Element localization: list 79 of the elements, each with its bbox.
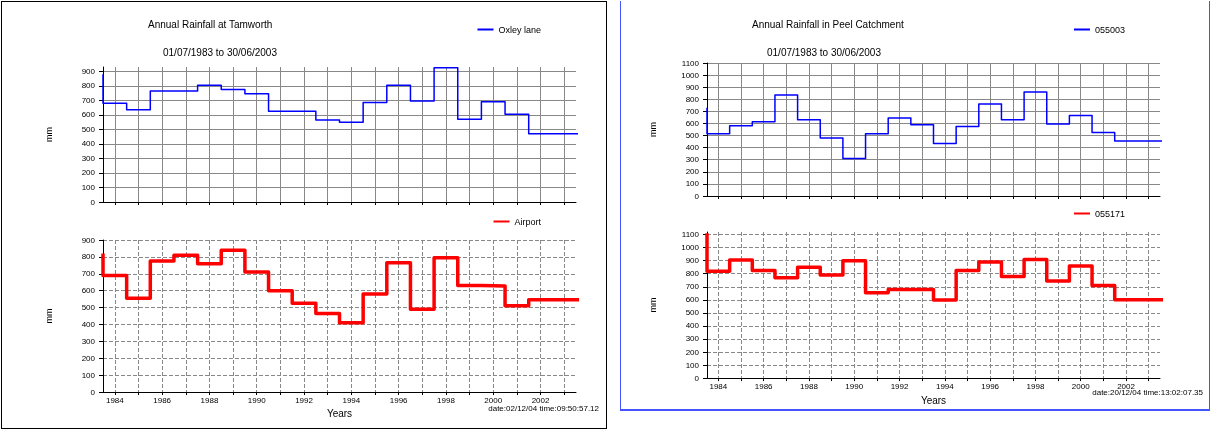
y-tick-label: 100 [685,360,700,370]
x-tick-label: 1992 [295,395,314,405]
y-tick-label: 600 [81,110,96,120]
y-tick-label: 1100 [681,58,700,68]
y-tick-label: 200 [81,168,96,178]
y-tick-label: 500 [685,308,700,318]
x-tick-label: 2002 [1117,381,1136,391]
chart-subtitle: 01/07/1983 to 30/06/2003 [163,46,278,58]
x-tick-label: 1994 [935,381,955,391]
y-tick-label: 700 [685,106,700,116]
x-tick-label: 1990 [845,381,864,391]
x-tick-label: 1984 [709,381,728,391]
x-tick-label: 1998 [437,395,456,405]
x-tick-label: 1984 [105,395,125,405]
y-tick-label: 900 [685,256,700,266]
x-tick-label: 1990 [247,395,267,405]
legend-label: Oxley lane [498,24,542,35]
y-tick-label: 900 [685,82,700,92]
x-tick-label: 1992 [890,381,909,391]
y-tick-label: 300 [81,336,96,346]
y-tick-label: 700 [81,269,96,279]
y-tick-label: 0 [90,197,96,207]
y-tick-label: 100 [685,179,700,189]
y-tick-label: 200 [81,353,96,363]
y-axis-title: mm [647,122,658,137]
x-tick-label: 1996 [389,395,409,405]
y-tick-label: 100 [81,370,96,380]
y-tick-label: 400 [81,319,96,329]
y-tick-label: 300 [685,155,700,165]
y-tick-label: 1000 [681,243,700,253]
y-tick-label: 600 [685,118,700,128]
x-tick-label: 1986 [754,381,774,391]
y-tick-label: 300 [685,334,700,344]
y-tick-label: 600 [81,286,96,296]
y-tick-label: 0 [694,191,700,201]
x-axis-title: Years [326,408,353,420]
x-tick-label: 1998 [1026,381,1045,391]
y-tick-label: 700 [685,282,700,292]
x-tick-label: 1988 [200,395,219,405]
y-tick-label: 1000 [681,70,700,80]
y-tick-label: 1100 [681,230,700,240]
y-tick-label: 500 [685,131,700,141]
y-tick-label: 900 [81,235,96,245]
legend-label: 055003 [1094,24,1126,35]
y-tick-label: 800 [81,252,96,262]
y-axis-title: mm [43,127,54,142]
y-tick-label: 500 [81,303,96,313]
y-tick-label: 900 [81,66,96,76]
y-tick-label: 300 [81,153,96,163]
x-tick-label: 2000 [484,395,503,405]
y-tick-label: 600 [685,295,700,305]
y-tick-label: 200 [685,347,700,357]
x-tick-label: 2002 [531,395,550,405]
x-tick-label: 1994 [342,395,361,405]
y-tick-label: 700 [81,95,96,105]
y-axis-title: mm [43,308,54,324]
x-tick-label: 1996 [981,381,1000,391]
x-tick-label: 2000 [1071,381,1091,391]
x-tick-label: 1986 [153,395,172,405]
x-tick-label: 1988 [800,381,819,391]
legend-label: Airport [514,216,542,227]
x-axis-title: Years [920,394,947,406]
text: date:02/12/04 time:09:50:57.12 [488,403,600,413]
y-tick-label: 0 [694,373,700,383]
chart-title: Annual Rainfall at Tamworth [148,18,273,30]
chart-subtitle: 01/07/1983 to 30/06/2003 [767,46,882,58]
legend-label: 055171 [1094,208,1126,219]
chart-title: Annual Rainfall in Peel Catchment [752,18,904,30]
y-tick-label: 500 [81,124,96,134]
y-axis-title: mm [647,297,658,313]
y-tick-label: 0 [90,387,96,397]
y-tick-label: 800 [685,94,700,104]
y-tick-label: 400 [685,321,700,331]
y-tick-label: 400 [81,139,96,149]
y-tick-label: 200 [685,167,700,177]
y-tick-label: 100 [81,182,96,192]
y-tick-label: 800 [81,81,96,91]
y-tick-label: 800 [685,269,700,279]
y-tick-label: 400 [685,143,700,153]
